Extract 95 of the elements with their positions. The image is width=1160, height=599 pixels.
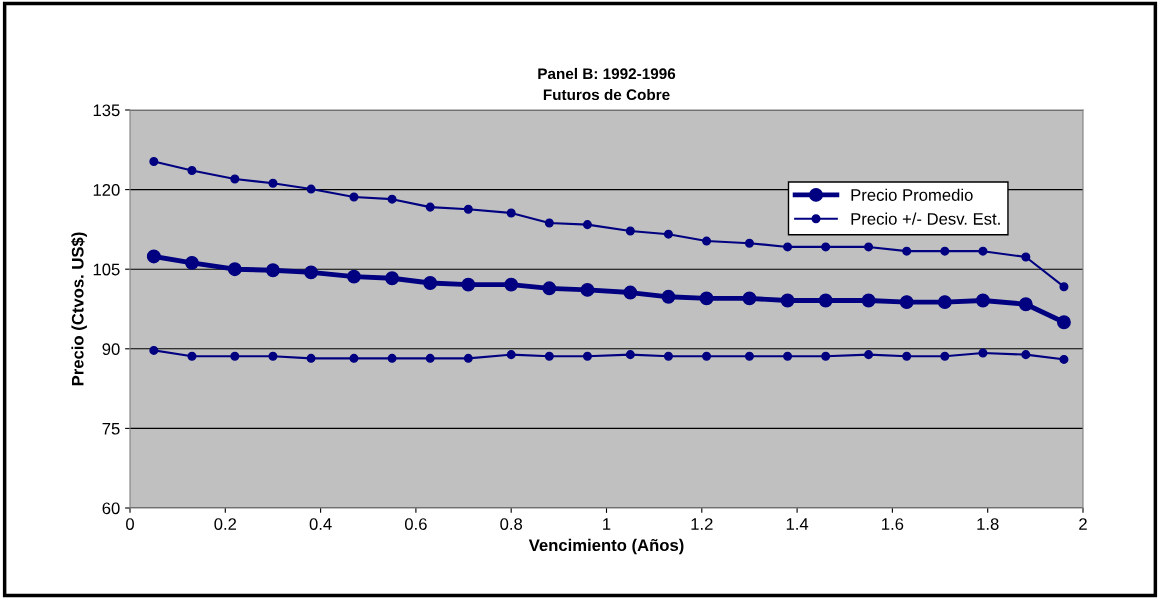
point <box>744 238 754 248</box>
point <box>268 351 278 361</box>
point <box>821 242 831 252</box>
point <box>506 350 516 360</box>
point <box>975 293 990 308</box>
point <box>504 277 519 292</box>
point <box>1059 354 1069 364</box>
point <box>227 262 242 277</box>
point <box>387 353 397 363</box>
point <box>899 295 914 310</box>
point <box>425 353 435 363</box>
y-axis-title: Precio (Ctvos. US$) <box>71 232 87 386</box>
point <box>978 348 988 358</box>
point <box>580 282 595 297</box>
x-tick-label: 1.8 <box>977 518 999 530</box>
point <box>861 293 876 308</box>
x-tick-label: 0.8 <box>500 518 523 530</box>
point <box>463 204 473 214</box>
point <box>864 350 874 360</box>
point <box>425 202 435 212</box>
point <box>978 246 988 256</box>
point <box>699 291 714 306</box>
x-tick-label: 2 <box>1079 518 1087 530</box>
point <box>306 353 316 363</box>
point <box>544 351 554 361</box>
point <box>423 276 438 290</box>
legend-label: Precio Promedio <box>851 188 973 201</box>
point <box>663 229 673 239</box>
y-tick-label: 105 <box>93 263 120 276</box>
point <box>461 277 476 292</box>
point <box>347 269 361 284</box>
point <box>1059 282 1069 292</box>
x-axis-title: Vencimiento (Años) <box>528 538 684 555</box>
chart-subtitle: Futuros de Cobre <box>543 88 670 101</box>
point <box>542 281 557 296</box>
point <box>349 192 359 202</box>
point <box>230 351 240 361</box>
point <box>387 194 397 204</box>
point <box>623 285 638 300</box>
point <box>149 156 159 166</box>
point <box>582 220 592 230</box>
legend-label: Precio +/- Desv. Est. <box>851 212 1000 225</box>
point <box>864 242 874 252</box>
point <box>821 351 831 361</box>
x-tick-label: 0.4 <box>309 518 332 530</box>
point <box>463 353 473 363</box>
point <box>902 351 912 361</box>
point <box>544 218 554 228</box>
point <box>625 226 635 236</box>
point <box>304 265 319 280</box>
point <box>783 242 793 252</box>
point <box>625 350 635 360</box>
point <box>780 293 795 308</box>
y-tick-label: 60 <box>102 502 120 515</box>
y-tick-label: 90 <box>102 343 120 355</box>
point <box>582 351 592 361</box>
point <box>742 291 757 306</box>
chart-title: Panel B: 1992-1996 <box>538 67 676 80</box>
point <box>818 293 833 308</box>
point <box>349 353 359 363</box>
x-tick-label: 0.6 <box>404 518 427 530</box>
point <box>744 351 754 361</box>
x-tick-label: 0 <box>126 518 134 530</box>
point <box>146 249 161 264</box>
point <box>661 289 676 304</box>
y-tick-label: 135 <box>93 104 120 117</box>
point <box>268 178 278 188</box>
point <box>1018 297 1033 312</box>
y-tick-label: 75 <box>102 422 120 435</box>
point <box>385 271 400 286</box>
point <box>937 295 952 310</box>
point <box>149 345 159 355</box>
point <box>184 255 199 270</box>
point <box>230 174 240 184</box>
x-tick-label: 1 <box>603 518 611 530</box>
point <box>1021 252 1031 262</box>
y-tick-label: 120 <box>93 184 120 196</box>
x-tick-label: 1.6 <box>882 518 904 530</box>
point <box>663 351 673 361</box>
point <box>902 246 912 256</box>
point <box>783 351 793 361</box>
point <box>702 236 712 246</box>
x-tick-label: 1.2 <box>691 518 713 530</box>
x-tick-label: 1.4 <box>786 518 809 530</box>
point <box>306 184 316 194</box>
point <box>1021 350 1031 360</box>
point <box>506 208 516 218</box>
point <box>266 263 280 278</box>
point <box>702 351 712 361</box>
x-tick-label: 0.2 <box>214 518 237 530</box>
point <box>940 246 950 256</box>
point <box>187 165 197 176</box>
point <box>1056 315 1071 330</box>
point <box>940 351 950 361</box>
point <box>187 351 197 361</box>
